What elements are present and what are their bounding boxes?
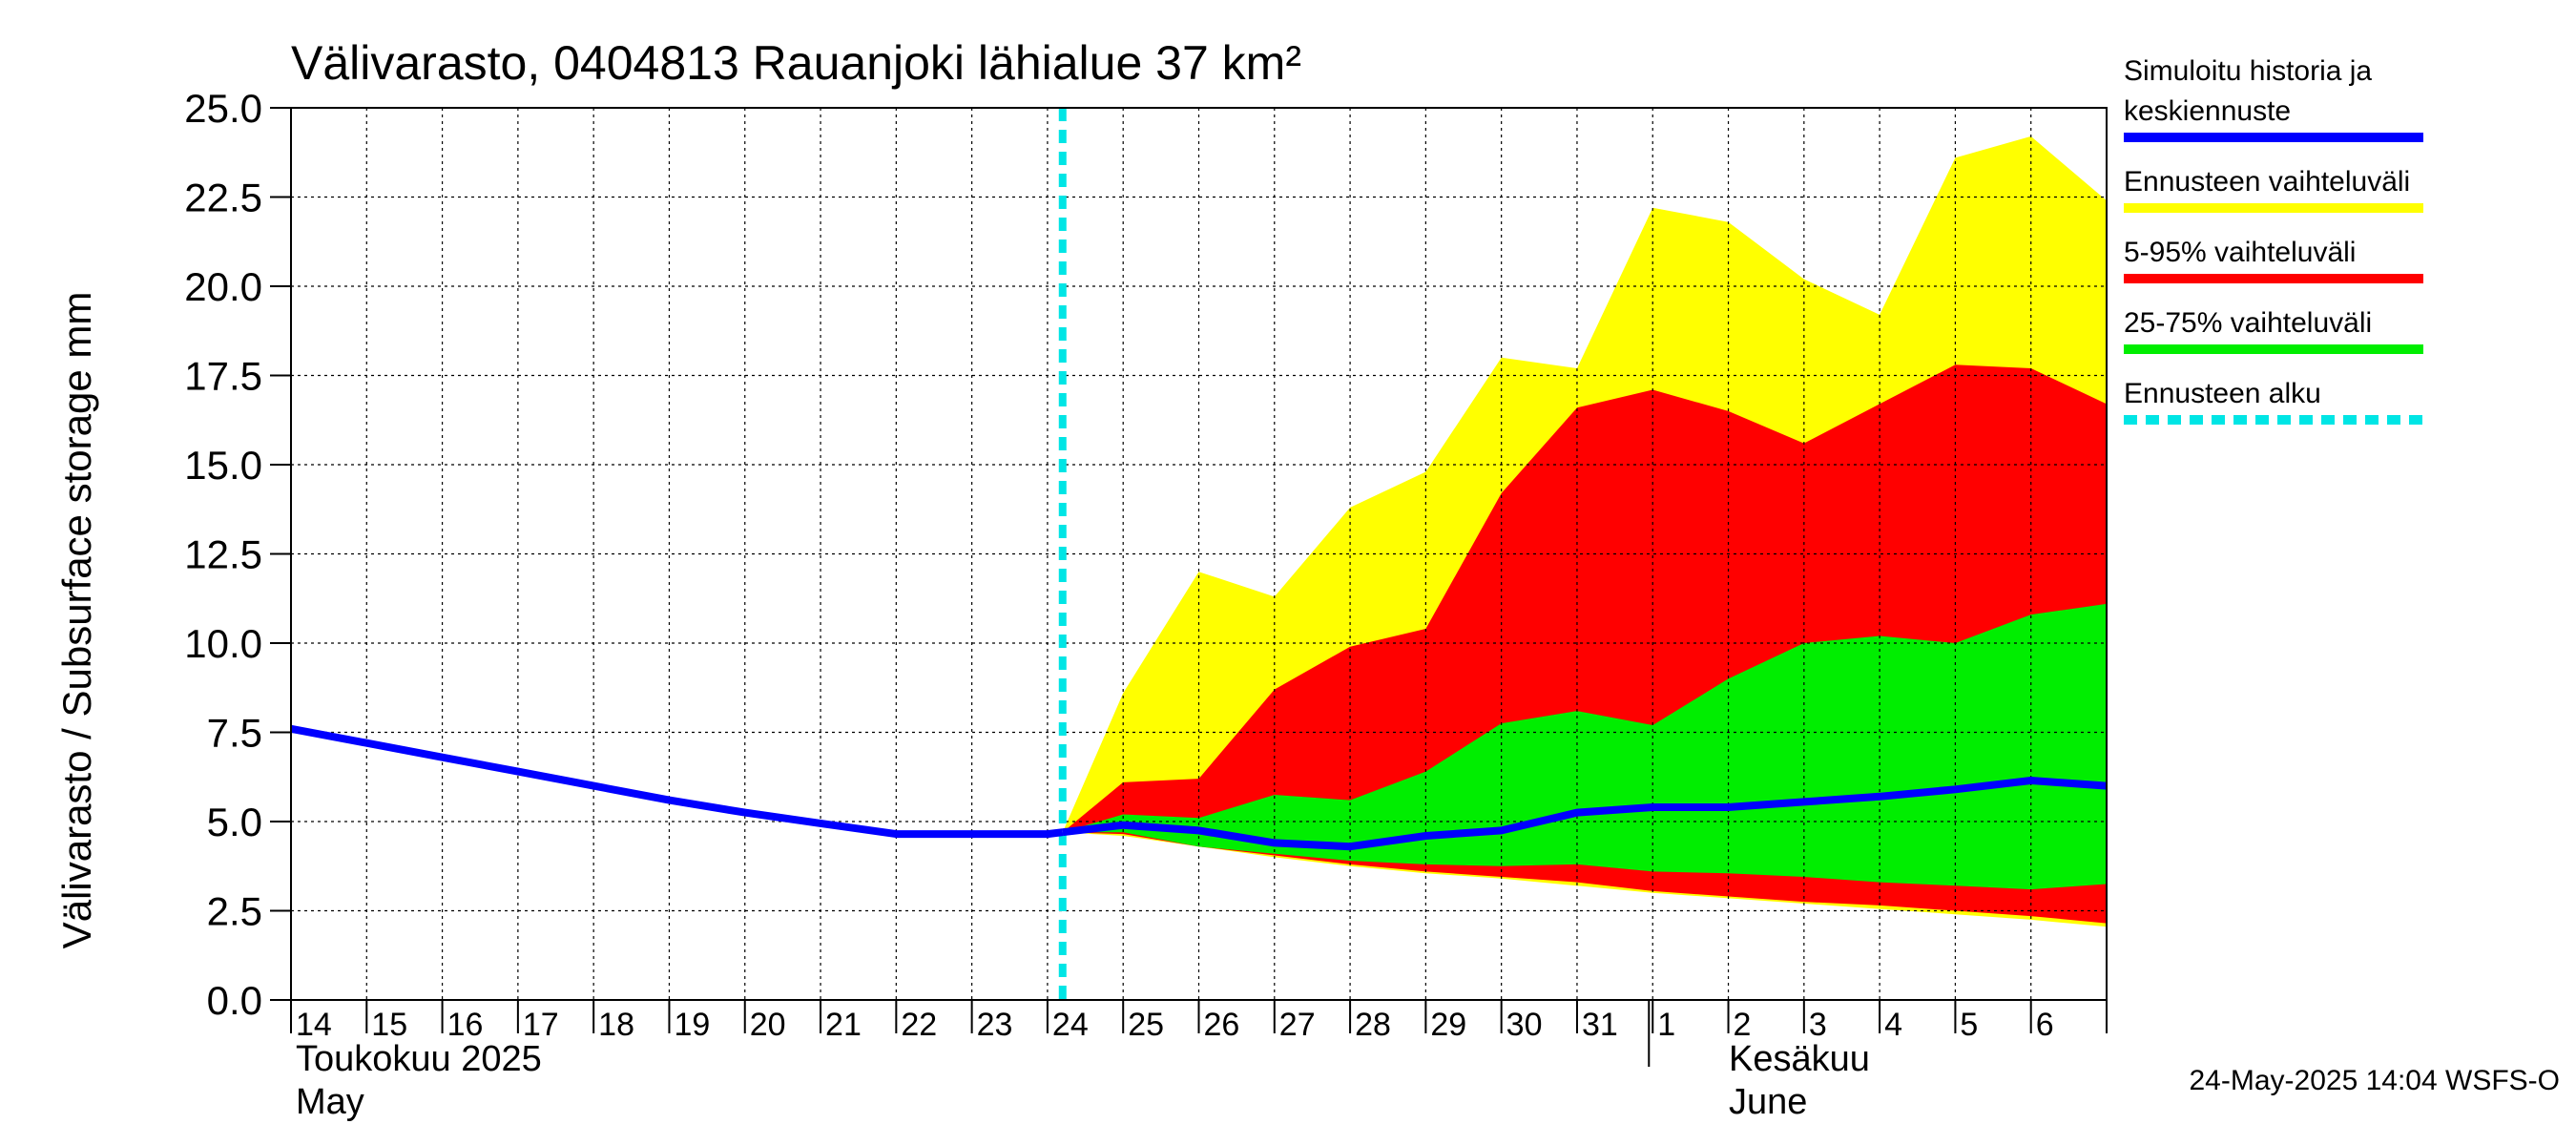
x-day-label: 2 [1734, 1007, 1752, 1043]
x-tick-labels: 14 15 16 17 18 19 20 21 22 23 24 25 26 27 28 29 30 31 1 2 3 4… [296, 1007, 2054, 1043]
y-tick-label: 0.0 [207, 978, 262, 1023]
y-tick-label: 25.0 [184, 86, 262, 131]
x-day-label: 18 [598, 1007, 634, 1043]
x-day-label: 30 [1506, 1007, 1543, 1043]
band-25-75 [1062, 603, 2107, 890]
y-axis-label: Välivarasto / Subsurface storage mm [54, 292, 99, 949]
x-day-label: 16 [447, 1007, 484, 1043]
month-label-june-fi: Kesäkuu [1729, 1039, 1870, 1079]
y-tick-label: 17.5 [184, 354, 262, 399]
y-tick-label: 2.5 [207, 889, 262, 934]
month-label-june-en: June [1729, 1082, 1807, 1122]
legend-label-0: keskiennuste [2124, 95, 2291, 127]
median-forecast-line [1062, 777, 2108, 851]
legend-label-3: 25-75% vaihteluväli [2124, 307, 2372, 339]
x-day-label: 21 [825, 1007, 862, 1043]
y-tick-label: 5.0 [207, 800, 262, 844]
y-tick-label: 10.0 [184, 621, 262, 666]
x-day-label: 29 [1430, 1007, 1466, 1043]
legend-label-4: Ennusteen alku [2124, 378, 2321, 409]
x-day-label: 19 [674, 1007, 710, 1043]
x-day-label: 23 [977, 1007, 1013, 1043]
legend-label-0: Simuloitu historia ja [2124, 55, 2372, 87]
x-day-label: 15 [371, 1007, 407, 1043]
x-day-label: 28 [1355, 1007, 1391, 1043]
x-day-label: 22 [901, 1007, 937, 1043]
legend-label-1: Ennusteen vaihteluväli [2124, 166, 2410, 198]
grid-lines [291, 108, 2107, 1000]
x-day-label: 4 [1884, 1007, 1902, 1043]
legend-label-2: 5-95% vaihteluväli [2124, 237, 2356, 268]
legend: Simuloitu historia ja keskiennuste Ennuste… [2124, 55, 2423, 425]
chart-title: Välivarasto, 0404813 Rauanjoki lähialue … [291, 36, 1301, 90]
x-day-label: 25 [1128, 1007, 1164, 1043]
series-lines [290, 108, 2108, 1000]
y-tick-label: 22.5 [184, 176, 262, 220]
axes [270, 107, 2108, 1067]
footer-timestamp: 24-May-2025 14:04 WSFS-O [2190, 1065, 2561, 1096]
x-day-label: 1 [1657, 1007, 1675, 1043]
x-day-label: 17 [523, 1007, 559, 1043]
month-label-may-en: May [296, 1082, 364, 1122]
x-day-label: 26 [1204, 1007, 1240, 1043]
month-label-may-fi: Toukokuu 2025 [296, 1039, 542, 1079]
y-tick-label: 20.0 [184, 264, 262, 309]
forecast-bands [1062, 135, 2107, 927]
y-tick-labels: 0.0 2.5 5.0 7.5 10.0 12.5 15.0 17.5 20.0 22.5 25.0 [184, 86, 262, 1023]
x-day-label: 6 [2036, 1007, 2054, 1043]
y-tick-label: 15.0 [184, 443, 262, 488]
y-tick-label: 12.5 [184, 532, 262, 577]
history-line [290, 724, 1064, 839]
x-day-label: 24 [1052, 1007, 1089, 1043]
x-day-label: 27 [1279, 1007, 1316, 1043]
x-day-label: 14 [296, 1007, 332, 1043]
x-day-label: 20 [750, 1007, 786, 1043]
x-day-label: 3 [1809, 1007, 1827, 1043]
y-tick-label: 7.5 [207, 711, 262, 756]
x-day-label: 5 [1960, 1007, 1978, 1043]
x-day-label: 31 [1582, 1007, 1618, 1043]
